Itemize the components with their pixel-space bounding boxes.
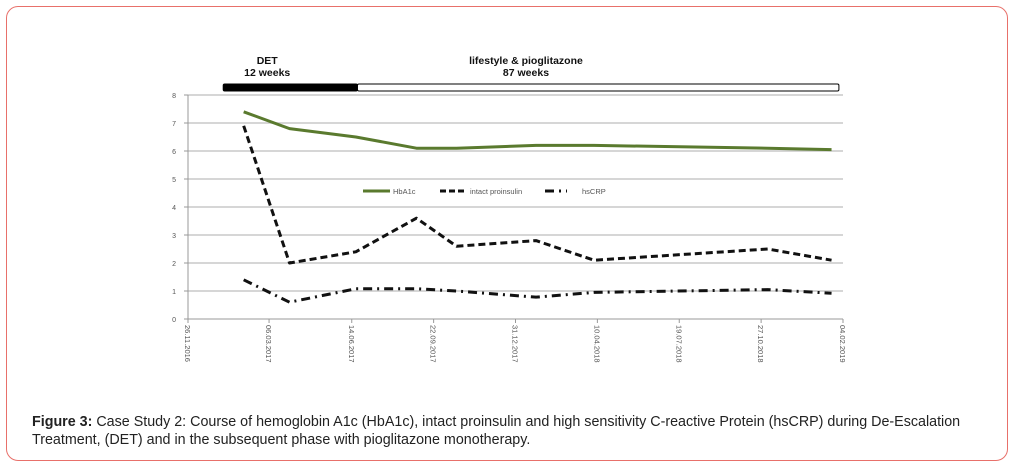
y-tick-label: 0 <box>172 317 176 324</box>
x-tick-label: 22.09.2017 <box>429 325 438 363</box>
x-tick-label: 27.10.2018 <box>756 325 765 363</box>
figure-caption: Figure 3: Case Study 2: Course of hemogl… <box>32 413 982 449</box>
y-tick-label: 1 <box>172 289 176 296</box>
y-tick-label: 3 <box>172 233 176 240</box>
y-tick-label: 7 <box>172 121 176 128</box>
phase-bar-1 <box>356 83 840 92</box>
x-tick-label: 14.06.2017 <box>347 325 356 363</box>
y-tick-label: 2 <box>172 261 176 268</box>
phase-bar-0 <box>222 83 358 92</box>
caption-text: Case Study 2: Course of hemoglobin A1c (… <box>32 414 961 448</box>
x-tick-label: 26.11.2016 <box>183 325 192 362</box>
axes: 0 1 2 3 4 5 6 7 8 26.11.2016 06.03.2017 14.06.2017 2… <box>172 93 847 363</box>
y-tick-label: 5 <box>172 177 176 184</box>
series-line-hba1c <box>243 110 832 152</box>
phase-name: DET <box>257 55 279 67</box>
x-tick-label: 06.03.2017 <box>264 325 273 363</box>
y-tick-label: 4 <box>172 205 176 212</box>
legend-label: HbA1c <box>393 187 416 196</box>
series-lines <box>242 110 832 304</box>
legend-label: intact proinsulin <box>470 187 522 196</box>
phase-duration: 12 weeks <box>244 67 290 79</box>
y-tick-label: 8 <box>172 93 176 100</box>
x-tick-label: 31.12.2017 <box>511 325 520 363</box>
x-tick-label: 10.04.2018 <box>592 325 601 363</box>
caption-label: Figure 3: <box>32 414 93 430</box>
x-tick-label: 04.02.2019 <box>838 325 847 363</box>
legend-label: hsCRP <box>582 187 606 196</box>
phase-name: lifestyle & pioglitazone <box>469 55 583 67</box>
x-tick-label: 19.07.2018 <box>674 325 683 363</box>
figure-frame <box>6 6 1008 461</box>
y-tick-label: 6 <box>172 149 176 156</box>
legend: HbA1c intact proinsulin hsCRP <box>363 187 606 196</box>
phase-duration: 87 weeks <box>503 67 549 79</box>
